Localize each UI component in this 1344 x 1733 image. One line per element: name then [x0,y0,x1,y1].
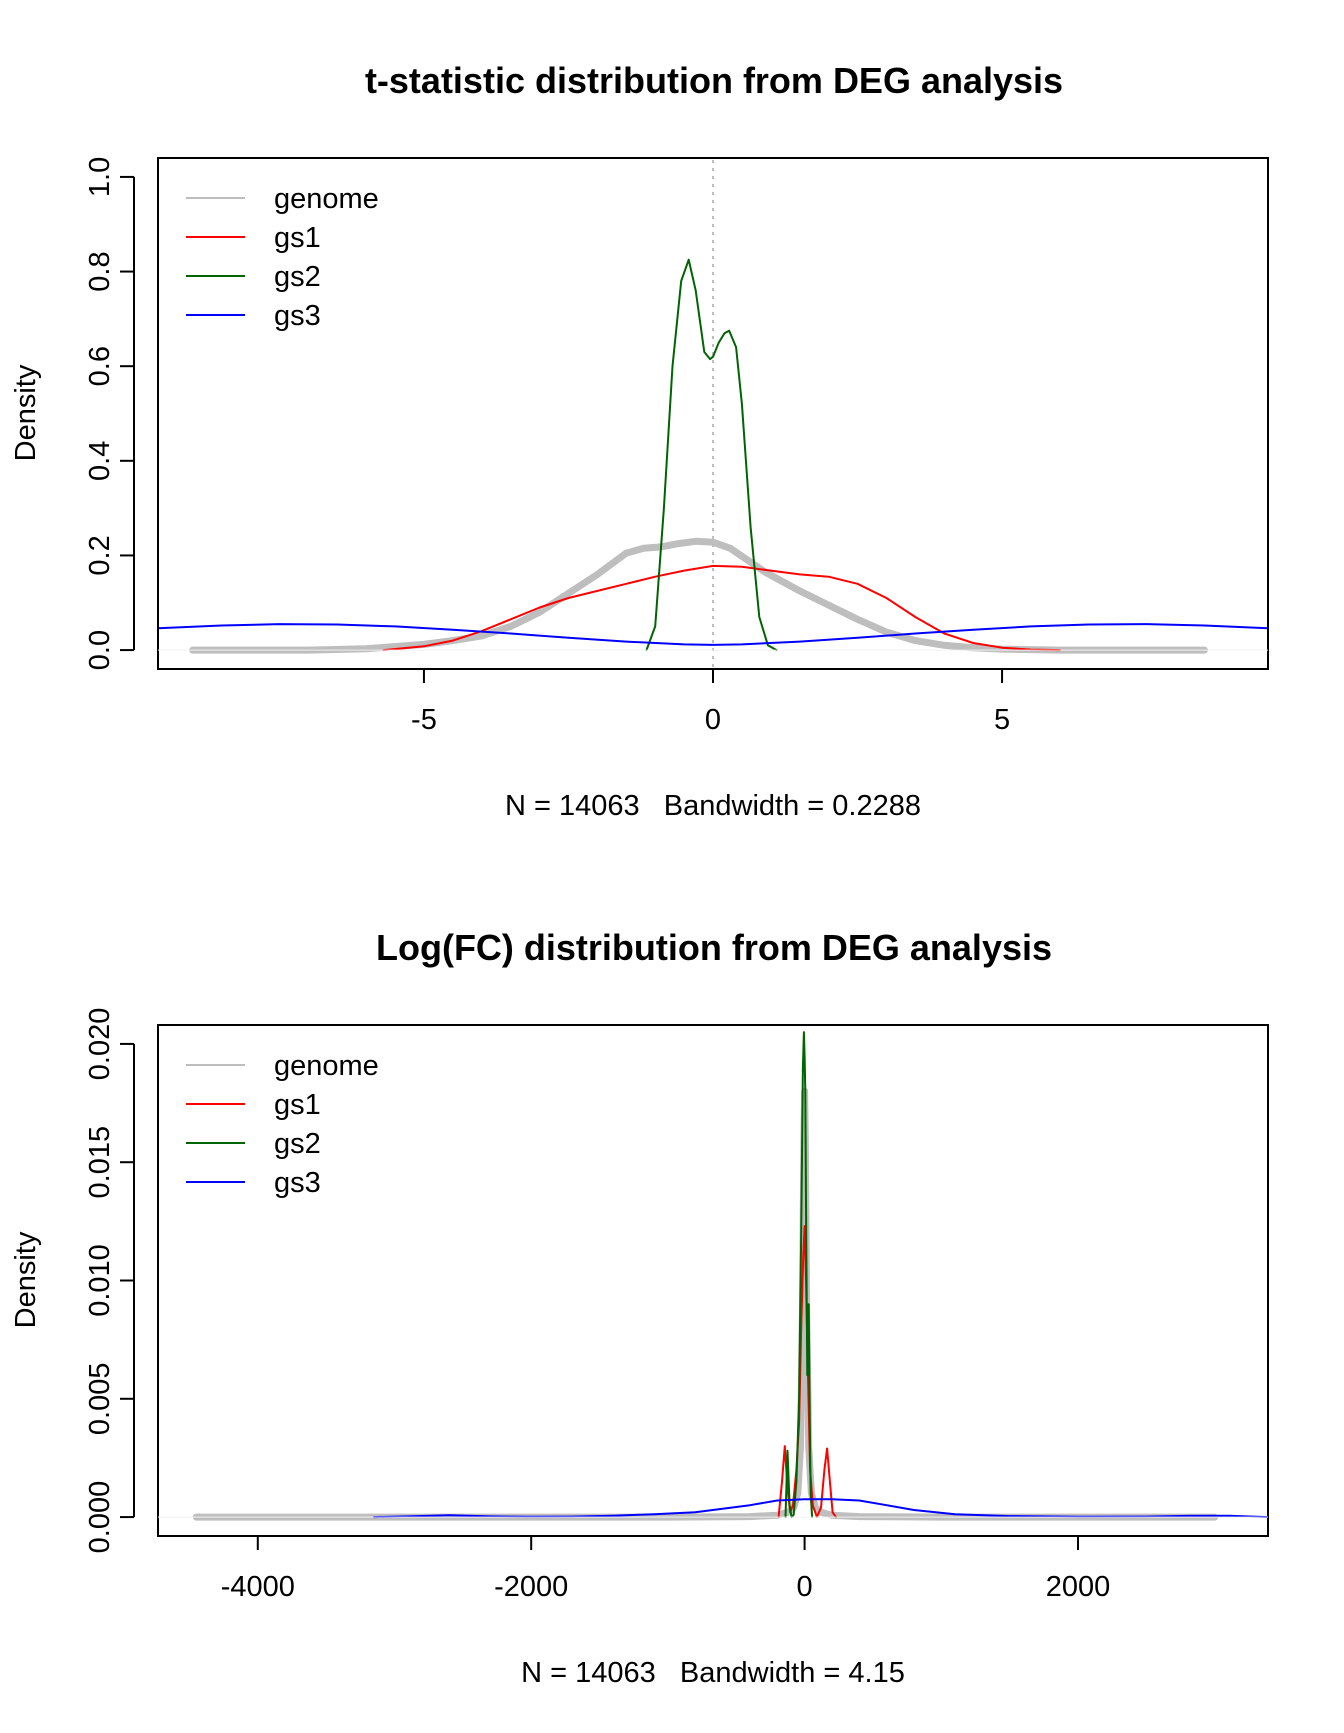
y-tick-label: 0.015 [84,1126,116,1199]
plot-region [157,1024,1269,1537]
x-axis: -5 0 5 [411,668,1010,736]
plot-region [157,157,1269,670]
x-axis-label: N = 14063 Bandwidth = 4.15 [521,1657,905,1689]
y-tick-label: 0.010 [84,1244,116,1317]
legend-label-gs2: gs2 [274,261,321,293]
series-line-gs2 [784,1031,814,1519]
series-line-gs3 [157,623,1269,646]
legend: genome gs1 gs2 gs3 [186,1050,379,1199]
plot-frame [157,1024,1269,1537]
legend-label-gs3: gs3 [274,300,321,332]
series-lines [192,1031,1269,1521]
legend-label-gs3: gs3 [274,1167,321,1199]
x-tick-label: -5 [411,704,437,736]
x-tick-label: 0 [705,704,721,736]
series-line-gs2 [645,258,778,652]
x-tick-label: -4000 [221,1571,295,1603]
y-tick-label: 0.8 [84,251,116,291]
legend-label-gs2: gs2 [274,1128,321,1160]
legend: genome gs1 gs2 gs3 [186,183,379,332]
x-axis: -4000 -2000 0 2000 [221,1535,1111,1603]
series-line-genome [189,537,1208,654]
legend-label-genome: genome [274,183,379,215]
y-tick-label: 0.2 [84,535,116,575]
series-line-genome [192,1087,1219,1521]
y-tick-label: 0.0 [84,630,116,670]
y-tick-label: 0.005 [84,1362,116,1435]
legend-label-gs1: gs1 [274,222,321,254]
y-axis-label: Density [10,1231,42,1328]
y-tick-label: 0.000 [84,1481,116,1554]
y-tick-label: 1.0 [84,157,116,197]
chart-title: Log(FC) distribution from DEG analysis [376,927,1052,968]
x-tick-label: 5 [994,704,1010,736]
y-tick-label: 0.4 [84,441,116,481]
chart-title: t-statistic distribution from DEG analys… [365,60,1063,101]
panel-tstat: t-statistic distribution from DEG analys… [10,60,1269,822]
panel-logfc: Log(FC) distribution from DEG analysis -… [10,927,1269,1689]
legend-label-genome: genome [274,1050,379,1082]
y-axis: 0.000 0.005 0.010 0.015 0.020 [84,1008,1268,1554]
y-axis-label: Density [10,364,42,461]
series-line-gs1 [382,564,1061,652]
y-tick-label: 0.6 [84,346,116,386]
y-axis: 0.0 0.2 0.4 0.6 0.8 1.0 [84,157,1268,670]
x-tick-label: 0 [797,1571,813,1603]
series-lines [157,258,1269,654]
legend-label-gs1: gs1 [274,1089,321,1121]
x-tick-label: -2000 [494,1571,568,1603]
y-tick-label: 0.020 [84,1008,116,1081]
x-tick-label: 2000 [1046,1571,1111,1603]
x-axis-label: N = 14063 Bandwidth = 0.2288 [505,790,921,822]
